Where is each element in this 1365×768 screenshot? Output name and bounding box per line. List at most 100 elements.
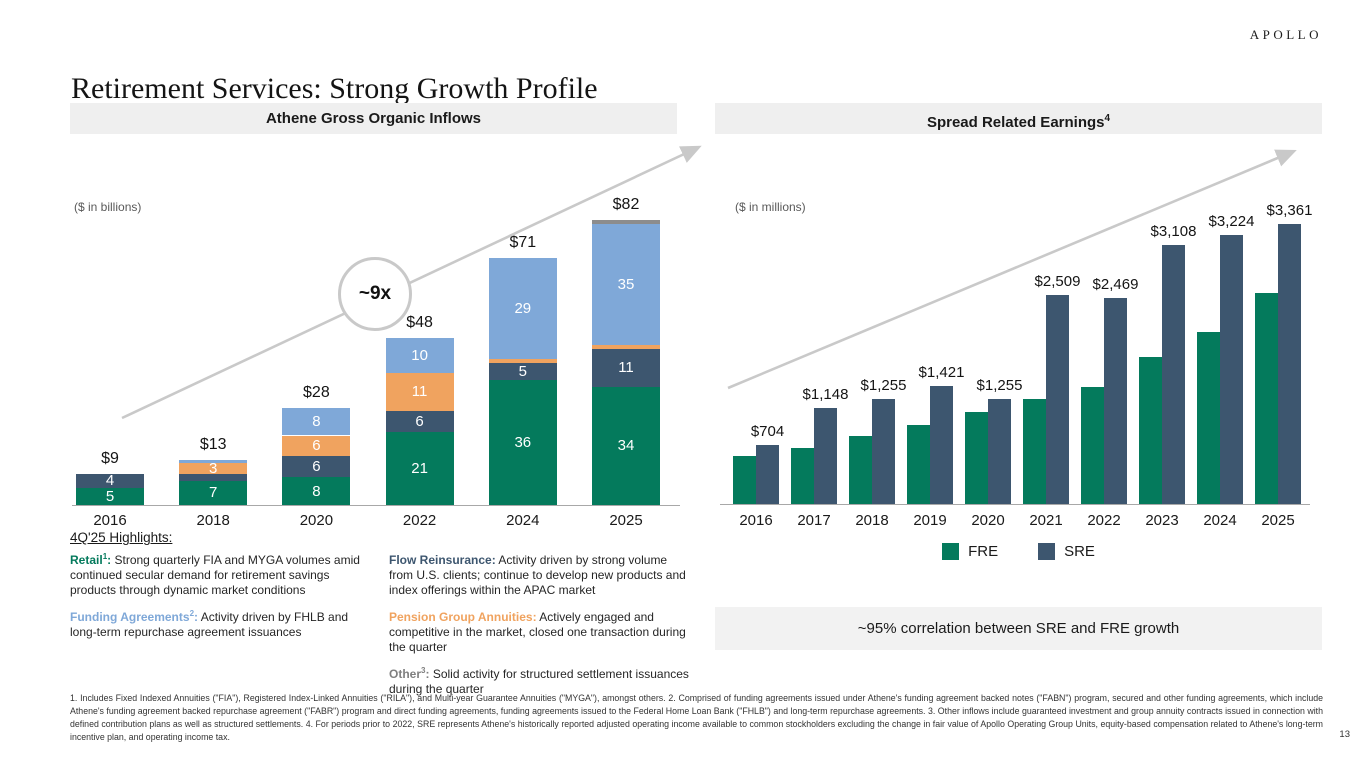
footnote-ref: 2 xyxy=(189,609,195,618)
sre-bar-2018 xyxy=(872,399,895,504)
highlight-colon: : xyxy=(532,610,537,624)
bar-segment-2024: 5 xyxy=(488,362,557,380)
highlight-retail: Retail1: Strong quarterly FIA and MYGA v… xyxy=(70,552,373,598)
fre-bar-2024 xyxy=(1197,332,1220,504)
sre-value-label-2021: $2,509 xyxy=(1034,273,1081,290)
fre-bar-2023 xyxy=(1139,356,1162,504)
sre-bar-2023 xyxy=(1162,245,1185,504)
highlight-lead: Funding Agreements xyxy=(70,610,190,624)
highlight-lead: Retail xyxy=(70,553,103,567)
bar-segment-2018 xyxy=(179,459,248,464)
left-units-label: ($ in billions) xyxy=(74,200,142,214)
sre-value-label-2020: $1,255 xyxy=(976,377,1023,395)
bar-total-label-2018: $13 xyxy=(199,435,227,453)
sre-legend-label: SRE xyxy=(1064,543,1095,560)
left-x-axis xyxy=(72,505,680,506)
legend-item-sre: SRE xyxy=(1038,543,1095,560)
bar-segment-2025: 11 xyxy=(592,348,660,387)
highlight-flow-reinsurance: Flow Reinsurance: Activity driven by str… xyxy=(389,552,692,598)
x-tick-2021: 2021 xyxy=(1029,512,1063,529)
left-chart-header: Athene Gross Organic Inflows xyxy=(70,103,677,134)
fre-bar-2016 xyxy=(733,456,756,504)
highlight-colon: : xyxy=(194,610,199,624)
fre-bar-2022 xyxy=(1081,387,1104,504)
highlight-text: Strong quarterly FIA and MYGA volumes am… xyxy=(70,553,360,597)
footnote-ref: 3 xyxy=(421,666,426,675)
fre-legend-swatch xyxy=(942,543,960,560)
bar-total-label-2024: $71 xyxy=(509,234,537,252)
bar-segment-2018 xyxy=(179,473,248,481)
right-x-axis xyxy=(720,504,1310,505)
legend-item-fre: FRE xyxy=(942,543,998,560)
fre-bar-2019 xyxy=(907,425,930,504)
bar-segment-2024: 29 xyxy=(488,258,557,359)
fre-bar-2021 xyxy=(1023,399,1046,504)
bar-segment-2016: 5 xyxy=(76,487,144,505)
sre-bar-2016 xyxy=(756,445,779,504)
sre-bar-2020 xyxy=(988,399,1011,504)
page-number: 13 xyxy=(1339,729,1350,740)
highlight-text: Activity driven by FHLB and long-term re… xyxy=(70,610,349,639)
bar-segment-2022: 11 xyxy=(385,372,454,412)
sre-bar-2019 xyxy=(930,385,953,504)
bar-total-label-2025: $82 xyxy=(612,196,640,213)
bar-segment-2020: 6 xyxy=(282,456,351,478)
highlights-column-1: Retail1: Strong quarterly FIA and MYGA v… xyxy=(70,552,373,651)
sre-bar-2025 xyxy=(1278,224,1301,504)
apollo-logo: APOLLO xyxy=(1249,27,1322,42)
x-tick-2018: 2018 xyxy=(855,512,889,529)
bar-segment-2018: 3 xyxy=(179,460,248,477)
highlight-lead: Pension Group Annuities xyxy=(389,610,533,624)
bar-segment-2020: 8 xyxy=(282,407,351,436)
highlight-funding-agreements: Funding Agreements2: Activity driven by … xyxy=(70,609,373,640)
highlight-lead: Flow Reinsurance xyxy=(389,553,492,567)
highlight-colon: : xyxy=(107,553,112,567)
x-tick-2024: 2024 xyxy=(1203,512,1237,529)
sre-value-label-2023: $3,108 xyxy=(1150,223,1197,241)
fre-legend-label: FRE xyxy=(968,543,999,560)
bar-total-label-2020: $28 xyxy=(303,383,330,401)
fre-bar-2025 xyxy=(1255,292,1278,504)
bar-segment-2016: 4 xyxy=(76,472,144,489)
sre-value-label-2018: $1,255 xyxy=(860,377,907,395)
bar-segment-2025: 35 xyxy=(592,223,660,346)
sre-value-label-2019: $1,421 xyxy=(918,363,965,381)
bar-segment-2020: 8 xyxy=(282,477,351,505)
highlight-text: Actively engaged and competitive in the … xyxy=(389,610,686,654)
sre-value-label-2017: $1,148 xyxy=(802,386,849,404)
highlight-pension-group-annuities: Pension Group Annuities: Actively engage… xyxy=(389,609,692,655)
bar-segment-2025 xyxy=(592,345,660,349)
footnote-ref: 1 xyxy=(102,552,108,561)
x-tick-2016: 2016 xyxy=(739,512,773,529)
right-chart-header-footnote-ref: 4 xyxy=(1104,113,1111,124)
bar-segment-2024: 36 xyxy=(488,379,557,505)
sre-bar-2022 xyxy=(1104,298,1127,504)
growth-multiple-badge: ~9x xyxy=(338,257,412,331)
left-chart-header-text: Athene Gross Organic Inflows xyxy=(265,110,482,127)
bar-segment-2024 xyxy=(488,359,557,363)
x-tick-2019: 2019 xyxy=(913,512,947,529)
sre-bar-2017 xyxy=(814,408,837,504)
page-title: Retirement Services: Strong Growth Profi… xyxy=(71,72,598,106)
x-tick-2020: 2020 xyxy=(299,512,334,529)
right-units-label: ($ in millions) xyxy=(735,200,806,214)
highlight-text: Solid activity for structured settlement… xyxy=(389,667,689,696)
correlation-callout: ~95% correlation between SRE and FRE gro… xyxy=(715,607,1322,650)
bar-segment-2022: 10 xyxy=(385,338,454,373)
x-tick-2018: 2018 xyxy=(196,512,230,529)
x-tick-2023: 2023 xyxy=(1145,512,1179,529)
fre-bar-2020 xyxy=(965,412,988,504)
x-tick-2016: 2016 xyxy=(93,512,127,529)
highlight-text: Activity driven by strong volume from U.… xyxy=(389,553,686,597)
bar-segment-2025 xyxy=(592,220,660,224)
x-tick-2025: 2025 xyxy=(1261,512,1295,529)
fre-bar-2017 xyxy=(791,448,814,504)
bar-segment-2020: 6 xyxy=(282,435,351,457)
sre-legend-swatch xyxy=(1038,543,1056,560)
highlight-lead: Other xyxy=(389,667,422,681)
x-tick-2020: 2020 xyxy=(971,512,1005,529)
right-chart-header-text: Spread Related Earnings xyxy=(926,114,1105,131)
x-tick-2024: 2024 xyxy=(506,512,540,529)
bar-segment-2025: 34 xyxy=(592,386,660,505)
highlight-colon: : xyxy=(425,667,430,681)
